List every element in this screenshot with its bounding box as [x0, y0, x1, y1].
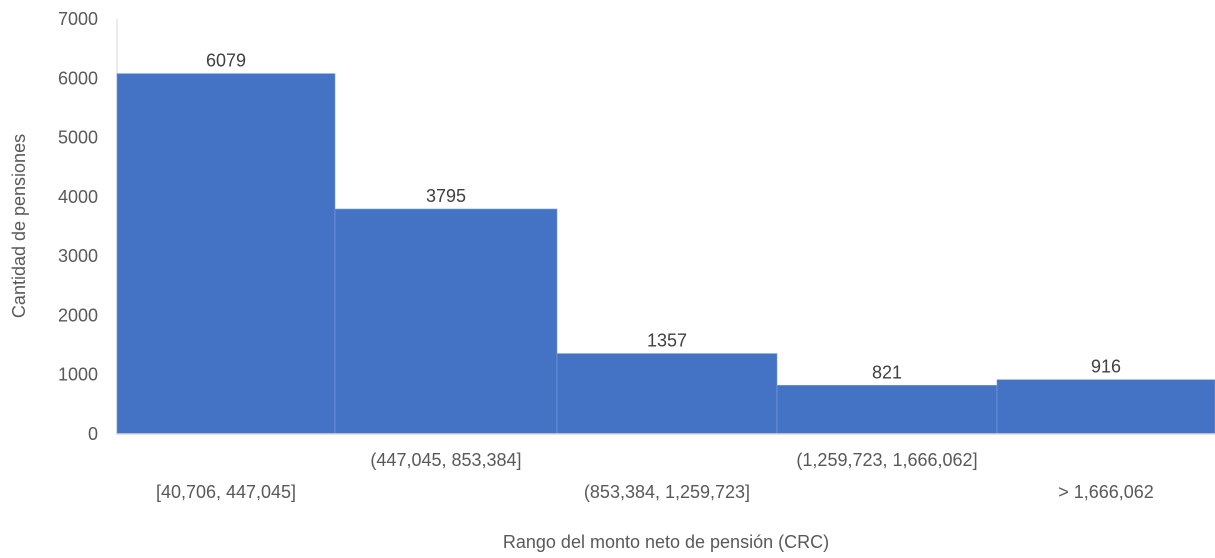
x-tick-label: (1,259,723, 1,666,062]	[796, 450, 977, 470]
x-tick-label: [40,706, 447,045]	[156, 482, 296, 502]
x-tick-label: (853,384, 1,259,723]	[584, 482, 750, 502]
bar	[996, 379, 1215, 435]
bar-value-label: 3795	[426, 186, 466, 206]
bar	[116, 73, 336, 435]
bar-value-label: 821	[872, 362, 902, 382]
y-axis-tick-labels: 0 1000 2000 3000 4000 5000 6000 7000	[58, 9, 98, 444]
bar-value-label: 6079	[206, 51, 246, 71]
x-tick-label: > 1,666,062	[1058, 482, 1154, 502]
bar	[334, 208, 558, 435]
bar-value-label: 1357	[647, 331, 687, 351]
y-tick-label: 5000	[58, 128, 98, 148]
bars-group	[116, 73, 1215, 435]
y-tick-label: 6000	[58, 68, 98, 88]
y-tick-label: 7000	[58, 9, 98, 29]
y-tick-label: 3000	[58, 246, 98, 266]
bar-value-label: 916	[1091, 357, 1121, 377]
y-tick-label: 1000	[58, 365, 98, 385]
x-tick-label: (447,045, 853,384]	[370, 450, 521, 470]
bar	[776, 385, 998, 435]
y-tick-label: 0	[88, 424, 98, 444]
y-tick-label: 2000	[58, 305, 98, 325]
x-axis-title: Rango del monto neto de pensión (CRC)	[503, 532, 829, 552]
x-axis-tick-labels: [40,706, 447,045] (447,045, 853,384] (853,…	[156, 450, 1154, 502]
data-labels-group: 6079 3795 1357 821 916	[206, 51, 1121, 383]
y-tick-label: 4000	[58, 187, 98, 207]
y-axis-title: Cantidad de pensiones	[9, 134, 29, 318]
bar	[556, 353, 778, 435]
